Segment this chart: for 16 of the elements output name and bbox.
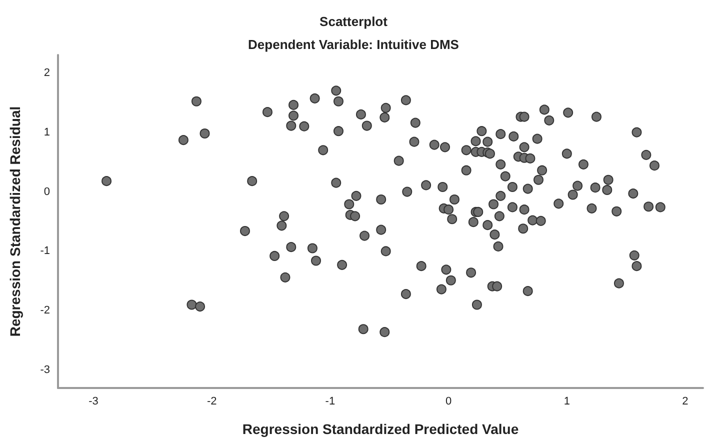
y-tick-label: 1 [44, 126, 50, 138]
chart-subtitle: Dependent Variable: Intuitive DMS [248, 37, 460, 52]
y-tick-label: -1 [40, 245, 50, 258]
y-tick-label: -3 [40, 364, 50, 376]
x-tick-label: 1 [564, 396, 570, 408]
x-tick-label: 2 [682, 396, 688, 408]
y-tick-label: -2 [40, 304, 50, 317]
y-axis-title: Regression Standardized Residual [7, 106, 23, 337]
x-axis-title: Regression Standardized Predicted Value [242, 421, 519, 437]
y-tick-label: 0 [44, 186, 50, 198]
y-tick-label: 2 [44, 66, 50, 79]
x-tick-label: -1 [325, 396, 336, 408]
x-tick-label: -2 [206, 396, 217, 408]
chart-title: Scatterplot [320, 14, 388, 29]
x-tick-label: -3 [88, 396, 98, 408]
x-tick-label: 0 [445, 396, 452, 408]
